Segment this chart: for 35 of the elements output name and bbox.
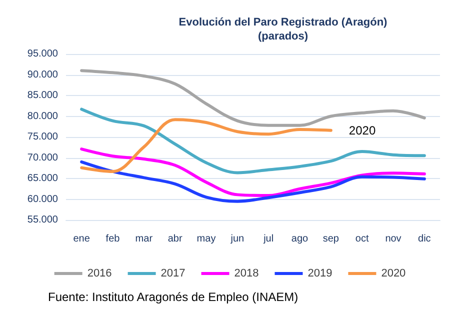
x-tick-label: feb xyxy=(106,234,120,244)
y-tick-label: 90.000 xyxy=(27,69,58,80)
x-tick-label: dic xyxy=(418,234,431,244)
line-series xyxy=(80,118,332,173)
x-tick-label: jul xyxy=(262,234,274,244)
legend-label: 2016 xyxy=(87,268,112,280)
line-series xyxy=(80,69,426,127)
y-tick-label: 85.000 xyxy=(27,90,58,101)
line-series xyxy=(80,160,426,203)
annotation: 2020 xyxy=(348,123,376,138)
x-tick-label: sep xyxy=(322,234,340,244)
y-tick-label: 60.000 xyxy=(27,194,58,205)
legend-label: 2018 xyxy=(234,268,259,280)
legend-label: 2019 xyxy=(308,268,332,280)
chart-subtitle: (parados) xyxy=(258,30,308,42)
x-tick-label: ene xyxy=(73,234,90,244)
y-tick-label: 55.000 xyxy=(27,214,58,226)
chart-title: Evolución del Paro Registrado (Aragón) xyxy=(178,16,388,28)
line-series xyxy=(80,108,426,174)
source-note: Fuente: Instituto Aragonés de Empleo (INAEM) xyxy=(48,290,298,304)
y-tick-label: 75.000 xyxy=(27,132,58,142)
y-tick-label: 70.000 xyxy=(27,152,58,164)
x-tick-label: jun xyxy=(230,234,244,244)
x-tick-label: abr xyxy=(168,234,183,244)
x-tick-label: nov xyxy=(385,234,402,244)
y-tick-label: 65.000 xyxy=(27,173,58,184)
line-series xyxy=(80,148,426,198)
x-tick-label: oct xyxy=(355,234,369,244)
x-tick-label: ago xyxy=(291,234,309,244)
x-tick-label: may xyxy=(196,234,216,244)
x-tick-label: mar xyxy=(135,234,154,244)
y-tick-label: 95.000 xyxy=(27,48,58,60)
legend-label: 2017 xyxy=(160,268,186,280)
y-tick-label: 80.000 xyxy=(27,110,58,122)
legend-label: 2020 xyxy=(381,268,406,280)
